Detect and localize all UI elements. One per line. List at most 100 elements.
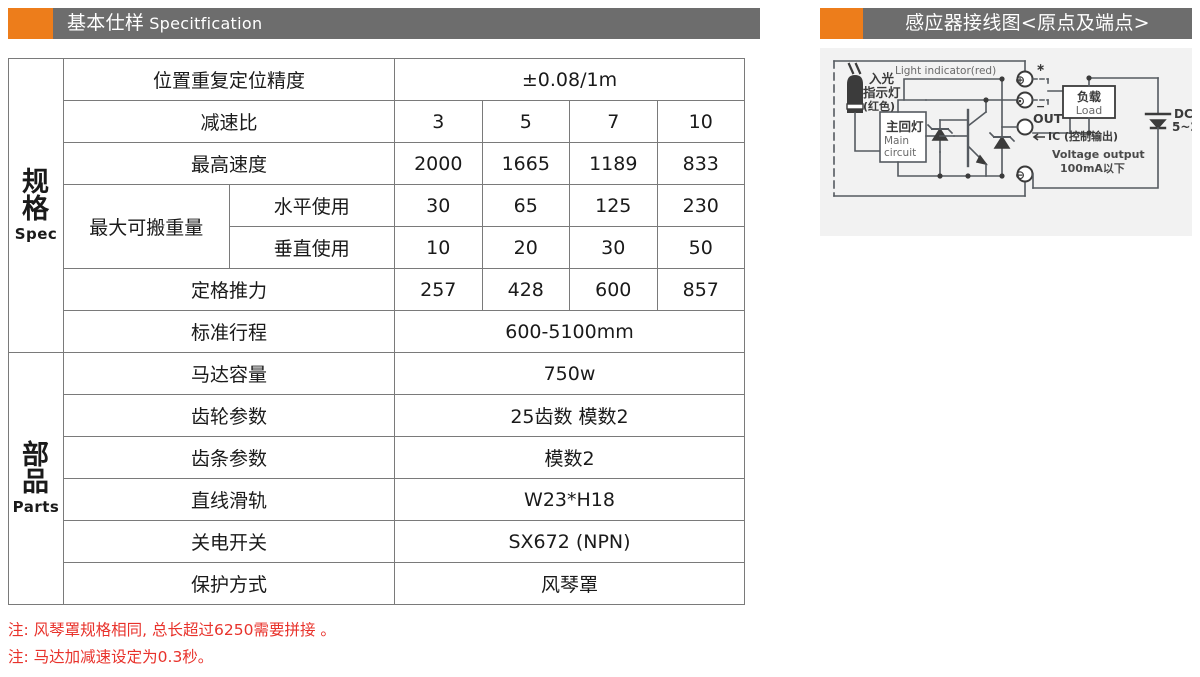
load-box bbox=[1062, 85, 1116, 119]
table-row: 最高速度 2000 1665 1189 833 bbox=[9, 142, 745, 185]
row-value-cell: 10 bbox=[656, 100, 745, 143]
side-label-parts-en: Parts bbox=[12, 497, 60, 516]
table-row: 关电开关 SX672 (NPN) bbox=[9, 520, 745, 563]
row-value-cell: 1189 bbox=[569, 142, 658, 185]
row-value-cell: 857 bbox=[656, 268, 745, 311]
row-label: 关电开关 bbox=[63, 520, 395, 563]
junction-dot bbox=[983, 97, 989, 103]
wire-dc-bottom bbox=[1032, 127, 1159, 189]
table-row: 部品 Parts 马达容量 750w bbox=[8, 352, 745, 605]
terminal-out-label: OUT bbox=[1033, 111, 1063, 126]
row-value: W23*H18 bbox=[394, 478, 745, 521]
row-value-cell: 600 bbox=[569, 268, 658, 311]
light-indicator-en-label: Light indicator(red) bbox=[895, 65, 996, 77]
junction-dot bbox=[937, 173, 943, 179]
row-label: 齿轮参数 bbox=[63, 394, 395, 437]
table-row: 垂直使用 10 20 30 50 bbox=[9, 226, 745, 269]
row-value-cell: 50 bbox=[656, 226, 745, 269]
row-value: 风琴罩 bbox=[394, 562, 745, 605]
main-circuit-box bbox=[879, 111, 927, 163]
row-value-cell: 30 bbox=[394, 184, 483, 227]
footnote-1: 注: 风琴罩规格相同, 总长超过6250需要拼接 。 bbox=[8, 621, 336, 639]
wiring-diagram-panel: Light indicator(red) 入光 指示灯 (红色) 主回灯 Mai… bbox=[820, 48, 1192, 236]
spec-header-title-en: Specitfication bbox=[149, 14, 263, 33]
dc-supply-symbol bbox=[1144, 112, 1172, 130]
side-label-spec-en: Spec bbox=[14, 224, 58, 243]
row-label: 齿条参数 bbox=[63, 436, 395, 479]
spec-table: 规格 Spec 位置重复定位精度 ±0.08/1m 减速比 3 5 7 10 最… bbox=[8, 58, 745, 605]
row-label: 马达容量 bbox=[63, 352, 395, 395]
side-label-spec-cn: 规格 bbox=[22, 166, 50, 226]
light-indicator-cn-label-2: 指示灯 bbox=[863, 85, 901, 100]
row-value-cell: 7 bbox=[569, 100, 658, 143]
row-value-cell: 20 bbox=[481, 226, 570, 269]
row-value-cell: 257 bbox=[394, 268, 483, 311]
row-label-merged: 最大可搬重量 bbox=[63, 184, 230, 269]
header-bar: 感应器接线图<原点及端点> bbox=[863, 8, 1192, 39]
light-indicator-cn-label-1: 入光 bbox=[869, 71, 895, 86]
table-row: 齿轮参数 25齿数 模数2 bbox=[9, 394, 745, 437]
row-value-cell: 1665 bbox=[481, 142, 570, 185]
row-value-cell: 2000 bbox=[394, 142, 483, 185]
row-value: SX672 (NPN) bbox=[394, 520, 745, 563]
table-row: 规格 Spec 位置重复定位精度 ±0.08/1m bbox=[8, 58, 745, 353]
table-row: 直线滑轨 W23*H18 bbox=[9, 478, 745, 521]
table-row: 最大可搬重量 水平使用 30 65 125 230 bbox=[9, 184, 745, 269]
footnote-2: 注: 马达加减速设定为0.3秒。 bbox=[8, 648, 214, 667]
table-row: 标准行程 600-5100mm bbox=[9, 310, 745, 353]
row-value: 25齿数 模数2 bbox=[394, 394, 745, 437]
terminal-out-circle bbox=[1016, 118, 1034, 136]
row-label: 最高速度 bbox=[63, 142, 395, 185]
row-label: 位置重复定位精度 bbox=[63, 58, 395, 101]
terminal-plus-glyph: ⊕ bbox=[1015, 73, 1025, 87]
dc-label-line1: DC bbox=[1174, 107, 1192, 121]
row-value-cell: 30 bbox=[569, 226, 658, 269]
junction-dot bbox=[999, 76, 1005, 82]
junction-dot bbox=[999, 173, 1005, 179]
load-en-label: Load bbox=[1076, 104, 1102, 117]
row-value-cell: 230 bbox=[656, 184, 745, 227]
spec-table-container: 规格 Spec 位置重复定位精度 ±0.08/1m 减速比 3 5 7 10 最… bbox=[8, 58, 745, 605]
wiring-header-title: 感应器接线图<原点及端点> bbox=[905, 12, 1150, 34]
junction-dot bbox=[1086, 130, 1092, 136]
table-row: 齿条参数 模数2 bbox=[9, 436, 745, 479]
current-limit-label: 100mA以下 bbox=[1060, 162, 1125, 175]
row-value-cell: 65 bbox=[481, 184, 570, 227]
minus-sign-mark: − bbox=[1036, 100, 1045, 113]
terminal-minus-glyph: ⊖ bbox=[1015, 168, 1025, 182]
table-row: 减速比 3 5 7 10 bbox=[9, 100, 745, 143]
side-label-parts-cn: 部品 bbox=[22, 439, 50, 499]
row-sublabel: 水平使用 bbox=[228, 184, 395, 227]
row-value: 600-5100mm bbox=[394, 310, 745, 353]
terminal-neg-glyph: ⊙ bbox=[1015, 94, 1025, 108]
main-circuit-cn-label: 主回灯 bbox=[886, 119, 924, 134]
row-value-cell: 3 bbox=[394, 100, 483, 143]
ic-control-output-label: IC (控制输出) bbox=[1048, 129, 1118, 143]
row-value: 750w bbox=[394, 352, 745, 395]
npn-transistor bbox=[953, 108, 988, 168]
spec-header-title-cn: 基本仕样 bbox=[67, 12, 145, 34]
ic-arrow-icon bbox=[1032, 133, 1045, 141]
main-circuit-en-label-1: Main bbox=[884, 135, 909, 147]
row-value: 模数2 bbox=[394, 436, 745, 479]
footnotes: 注: 风琴罩规格相同, 总长超过6250需要拼接 。 注: 马达加减速设定为0.… bbox=[8, 617, 336, 671]
row-value-cell: 428 bbox=[481, 268, 570, 311]
row-label: 直线滑轨 bbox=[63, 478, 395, 521]
wire-indicator-rail bbox=[903, 78, 1003, 101]
header-bar: 基本仕样 Specitfication bbox=[53, 8, 760, 39]
dc-label-line2: 5~24V bbox=[1172, 120, 1192, 134]
zener-diode-2 bbox=[988, 131, 1016, 149]
row-value-cell: 5 bbox=[481, 100, 570, 143]
light-indicator-cn-label-3: (红色) bbox=[863, 99, 895, 113]
wire-led-to-main bbox=[854, 112, 881, 152]
row-sublabel: 垂直使用 bbox=[228, 226, 395, 269]
voltage-output-label: Voltage output bbox=[1052, 148, 1145, 161]
row-value: ±0.08/1m bbox=[394, 58, 745, 101]
asterisk-mark: ∗ bbox=[1036, 61, 1045, 74]
row-label: 减速比 bbox=[63, 100, 395, 143]
row-value-cell: 833 bbox=[656, 142, 745, 185]
row-label: 定格推力 bbox=[63, 268, 395, 311]
led-indicator-icon bbox=[846, 62, 864, 113]
wire-load-top bbox=[1088, 77, 1159, 87]
junction-dot bbox=[1086, 75, 1092, 81]
